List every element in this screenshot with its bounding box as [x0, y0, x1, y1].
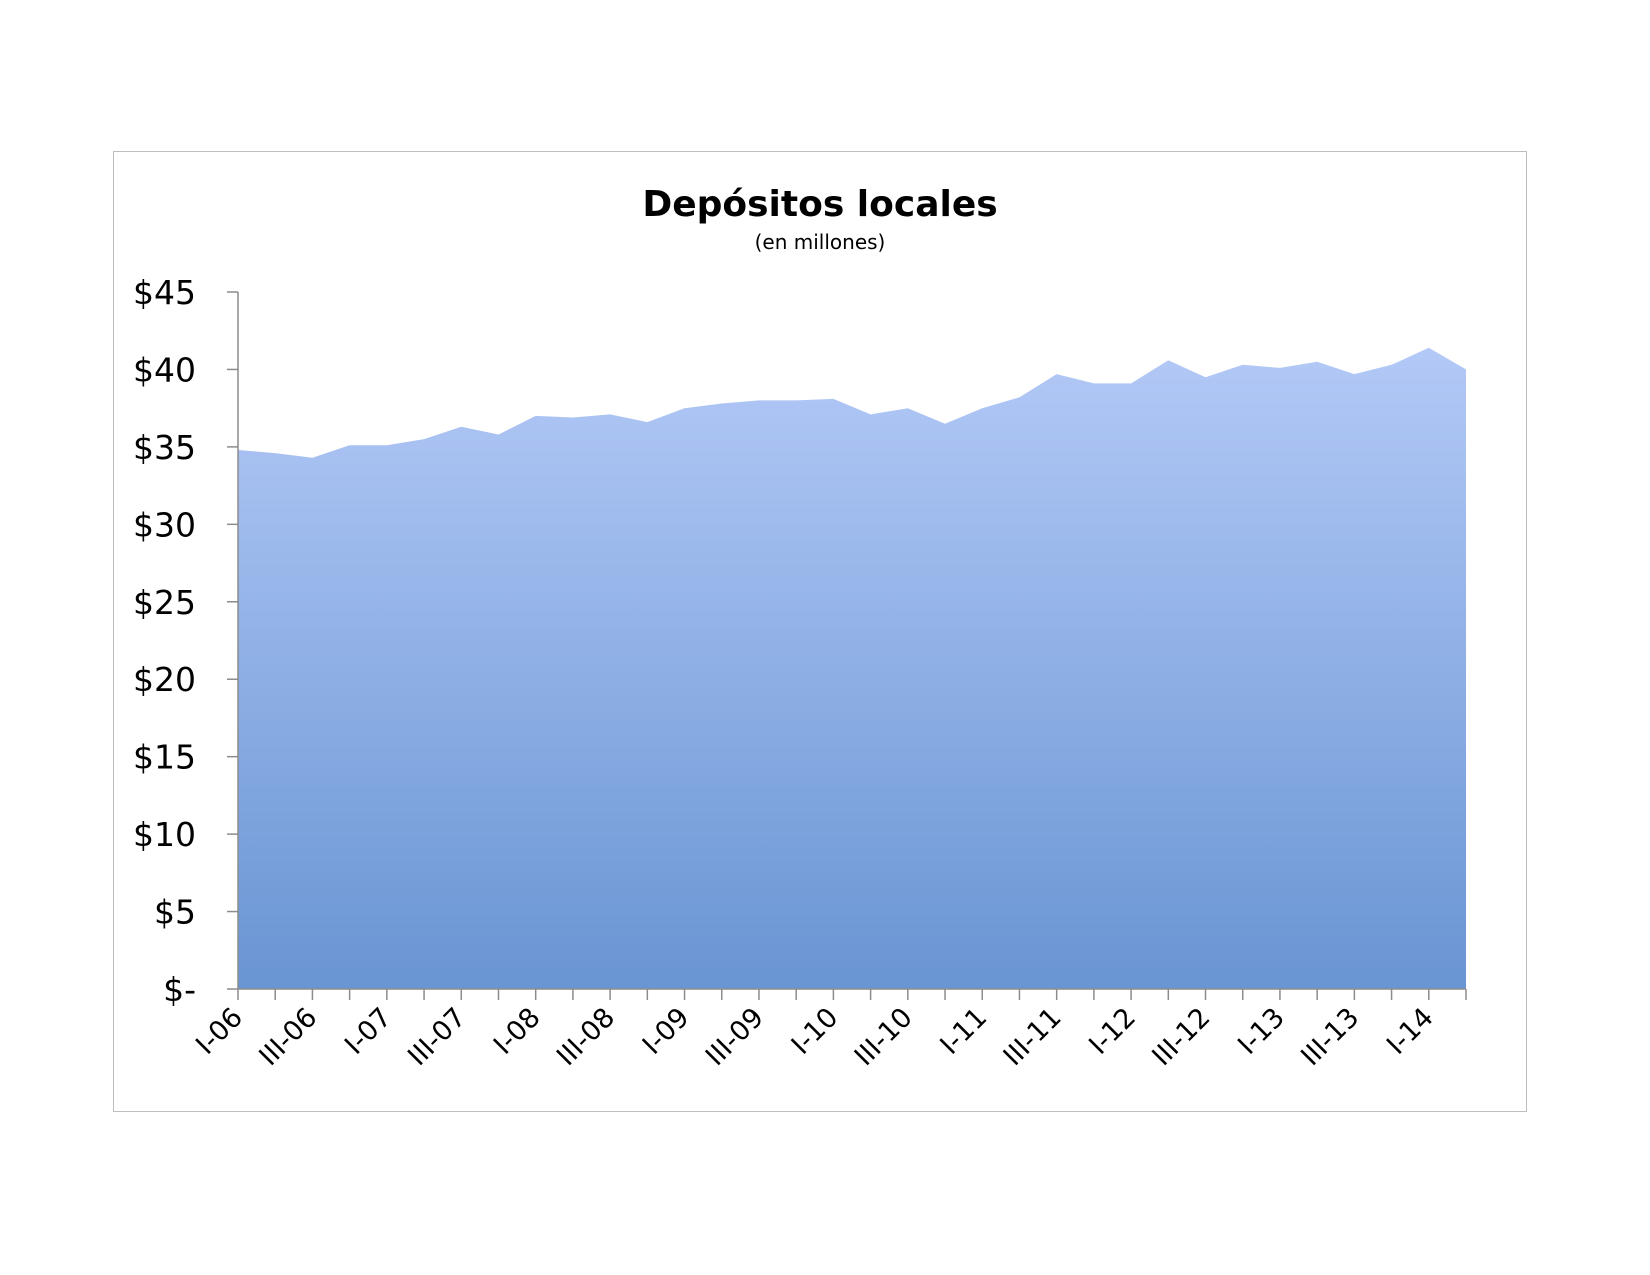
axes [227, 291, 1467, 1000]
x-tick-label: I-08 [488, 1002, 547, 1061]
y-tick-label: $30 [133, 505, 196, 544]
x-tick-label: III-13 [1295, 1002, 1365, 1072]
x-tick-label: I-13 [1232, 1002, 1291, 1061]
x-tick-label: I-06 [190, 1002, 249, 1061]
x-tick-label: III-08 [551, 1002, 621, 1072]
y-tick-label: $5 [154, 893, 196, 932]
y-tick-label: $40 [133, 350, 196, 389]
x-tick-label: III-07 [402, 1002, 472, 1072]
x-tick-label: I-12 [1083, 1002, 1142, 1061]
chart-title: Depósitos locales [642, 184, 997, 225]
x-tick-labels: I-06 III-06 I-07 III-07 I-08 III-08 I-09 III-09… [190, 1002, 1440, 1072]
x-tick-label: I-09 [637, 1002, 696, 1061]
area-chart: Depósitos locales (en millones) $-$5$10$… [133, 184, 1467, 1072]
y-tick-label: $- [163, 970, 196, 1009]
y-tick-labels: $- $5 $10 $15 $20 $25 $30 $35 $40 $45 [133, 273, 196, 1009]
series-area [238, 347, 1466, 989]
x-tick-label: I-14 [1381, 1002, 1440, 1061]
x-tick-label: III-12 [1146, 1002, 1216, 1072]
y-tick-label: $25 [133, 583, 196, 622]
x-tick-label: I-07 [339, 1002, 398, 1061]
x-tick-label: III-09 [700, 1002, 770, 1072]
x-tick-label: III-06 [253, 1002, 323, 1072]
y-tick-label: $45 [133, 273, 196, 312]
y-tick-label: $15 [133, 738, 196, 777]
x-tick-label: III-10 [849, 1002, 919, 1072]
chart-frame: Depósitos locales (en millones) $- $5 $10 $… [113, 151, 1527, 1112]
x-tick-label: III-11 [998, 1002, 1068, 1072]
area-layer [238, 347, 1466, 989]
x-tick-label: I-11 [934, 1002, 993, 1061]
chart-subtitle: (en millones) [755, 230, 886, 254]
x-tick-label: I-10 [786, 1002, 845, 1061]
y-tick-label: $20 [133, 660, 196, 699]
y-tick-label: $10 [133, 815, 196, 854]
y-tick-label: $35 [133, 428, 196, 467]
